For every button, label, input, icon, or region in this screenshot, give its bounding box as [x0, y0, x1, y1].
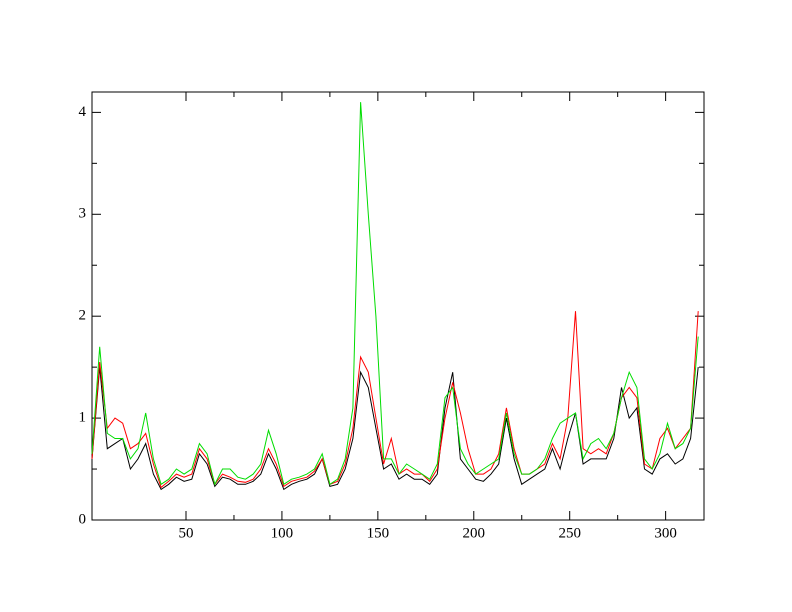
x-tick-label: 250 — [558, 525, 581, 541]
series-line — [91, 367, 699, 491]
x-tick-label: 200 — [463, 525, 486, 541]
y-tick-label: 4 — [79, 104, 87, 120]
series-line — [91, 311, 699, 489]
y-tick-label: 2 — [79, 308, 87, 324]
plot-frame — [91, 91, 705, 521]
y-tick-label: 0 — [79, 511, 87, 527]
y-tick-label: 3 — [79, 206, 87, 222]
x-tick-label: 100 — [271, 525, 294, 541]
series-line — [91, 102, 699, 486]
y-tick-label: 1 — [79, 410, 87, 426]
x-tick-label: 50 — [179, 525, 194, 541]
x-tick-label: 300 — [654, 525, 677, 541]
x-tick-label: 150 — [367, 525, 390, 541]
